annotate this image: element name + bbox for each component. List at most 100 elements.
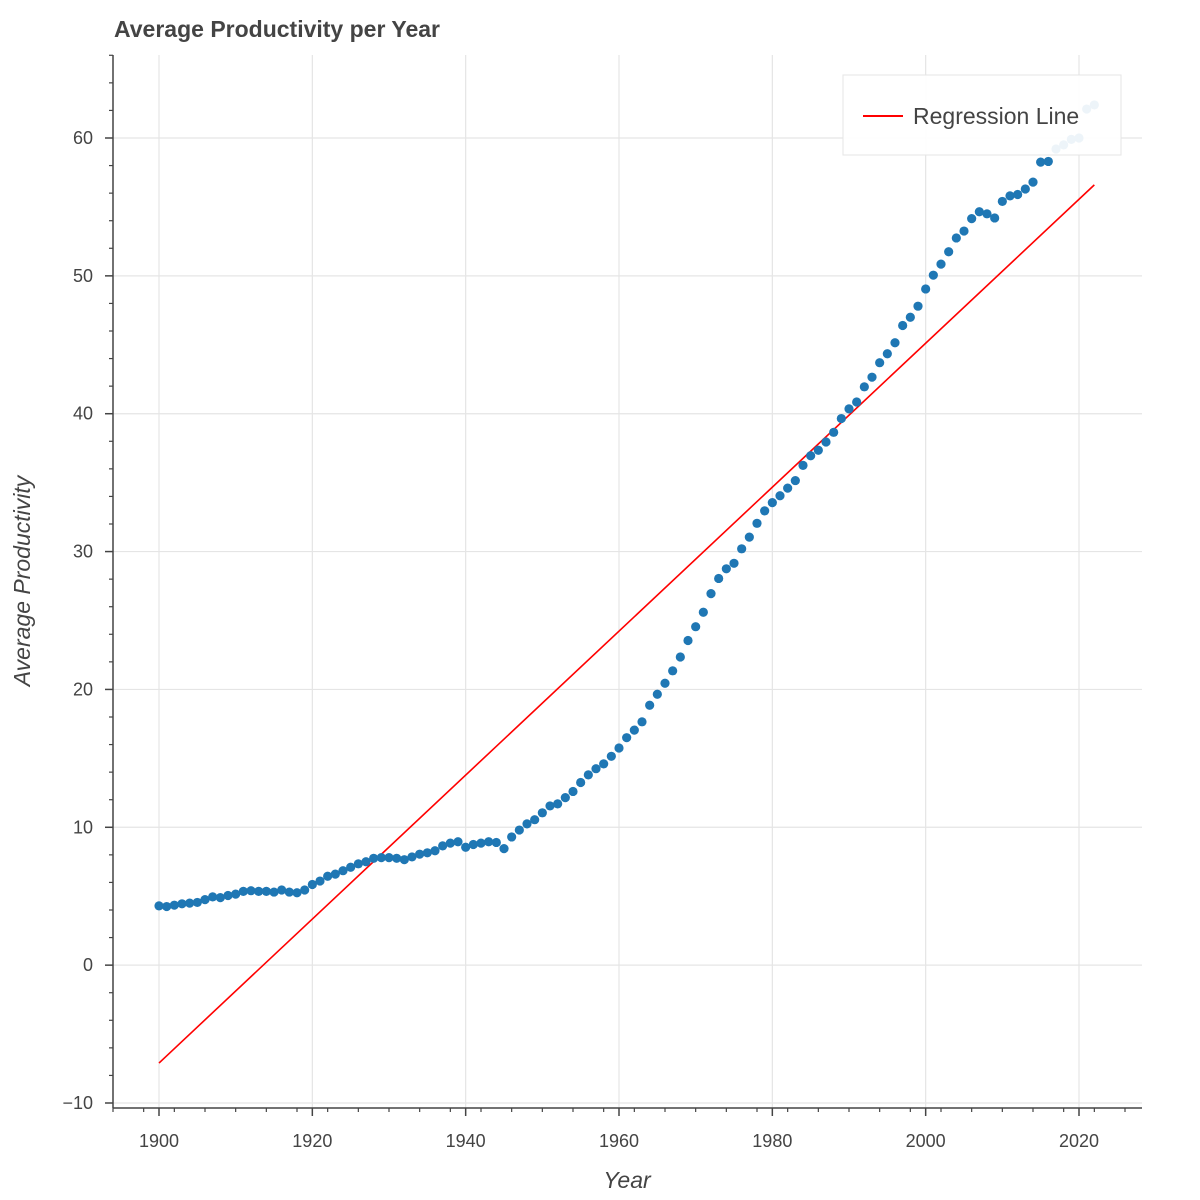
y-tick-label: 0 [83,955,93,975]
data-point [683,635,693,646]
chart-title: Average Productivity per Year [114,16,440,42]
data-point [967,214,977,224]
data-point [990,213,1000,223]
data-point [852,397,862,407]
data-point [430,846,440,856]
data-point [422,848,432,858]
y-tick-label: 50 [73,266,93,286]
data-point [330,869,340,879]
data-point [637,717,647,727]
data-point [790,475,800,486]
data-point [491,837,501,848]
x-tick-label: 1960 [599,1131,639,1151]
data-point [905,312,915,322]
data-point [445,838,455,848]
data-point [568,786,578,797]
data-point [346,862,356,872]
y-tick-label: 30 [73,542,93,562]
data-point [622,733,632,743]
y-tick-label: 10 [73,817,93,837]
data-point [300,885,310,895]
data-point [652,689,662,699]
data-point [576,777,586,788]
data-point [798,460,808,471]
data-point [261,886,271,896]
data-point [859,382,869,392]
data-point [737,544,747,554]
data-point [959,226,969,236]
data-point [254,886,264,896]
y-tick-label: 40 [73,404,93,424]
data-point [606,751,616,761]
data-point [238,886,248,896]
y-tick-label: −10 [62,1093,93,1113]
y-tick-label: 60 [73,128,93,148]
x-tick-label: 2000 [906,1131,946,1151]
x-tick-label: 1940 [446,1131,486,1151]
data-point [806,451,816,461]
y-tick-label: 20 [73,679,93,699]
data-point [223,890,233,901]
data-point [645,700,655,710]
data-point [913,301,923,311]
data-point [438,841,448,851]
data-point [169,900,179,910]
data-point [936,259,946,269]
data-point [1005,191,1015,201]
data-point [154,901,164,911]
data-point [882,349,892,359]
data-point [691,622,701,632]
data-point [369,853,379,863]
data-point [315,876,325,886]
data-point [898,320,908,331]
data-point [476,838,486,848]
regression-line [158,184,1095,1064]
data-point [177,899,187,909]
data-point [499,844,509,854]
data-point [928,270,938,280]
data-point [530,815,540,825]
data-point [1013,189,1023,200]
data-point [875,358,885,368]
data-point [208,892,218,902]
data-point [453,837,463,847]
plot-area [113,55,1142,1108]
data-point [836,413,846,424]
data-point [890,338,900,348]
data-point [1043,156,1053,167]
data-point [537,808,547,818]
x-tick-label: 1900 [139,1131,179,1151]
data-point [545,801,555,811]
data-point [507,832,517,842]
regression-layer [158,184,1095,1064]
data-point [821,437,831,447]
legend-label: Regression Line [913,103,1079,129]
legend: Regression Line [842,74,1122,156]
data-point [760,506,770,516]
data-point [721,564,731,574]
data-point [1020,184,1030,194]
data-point [783,483,793,493]
data-point [407,852,417,862]
data-point [200,895,210,905]
data-point [729,558,739,568]
data-point [215,892,225,903]
data-point [399,855,409,865]
data-point [246,886,256,896]
data-point [599,759,609,769]
data-point [560,793,570,803]
data-point [292,888,302,898]
data-point [614,743,624,753]
y-axis-title: Average Productivity [9,474,35,688]
data-point [192,897,202,908]
data-point [376,853,386,863]
data-point [468,839,478,850]
data-point [867,372,877,382]
data-point [461,842,471,852]
points-layer [154,100,1099,912]
data-point [185,898,195,908]
data-point [284,887,294,897]
data-point [323,871,333,881]
data-point [269,887,279,897]
